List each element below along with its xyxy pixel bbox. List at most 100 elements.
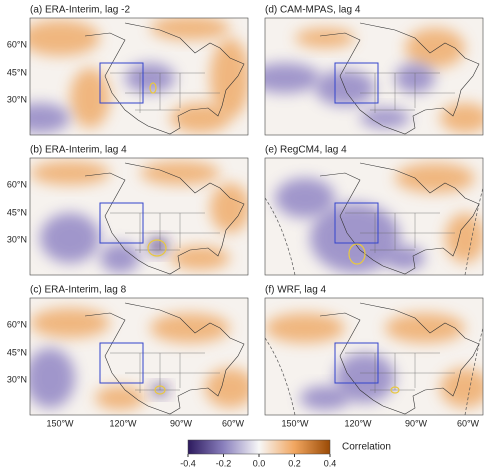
lon-label: 60°W xyxy=(457,418,480,428)
field-blob xyxy=(440,368,483,408)
lat-label: 30°N xyxy=(7,374,27,384)
region-box xyxy=(99,202,144,244)
lon-label: 60°W xyxy=(222,418,245,428)
significance-contour xyxy=(149,82,157,94)
field-blob xyxy=(125,63,175,93)
lon-label: 120°W xyxy=(109,418,137,428)
lon-label: 90°W xyxy=(405,418,428,428)
panel-title: (c) ERA-Interim, lag 8 xyxy=(30,285,127,296)
region-box xyxy=(334,202,379,244)
field-blob xyxy=(265,63,320,93)
domain-edge xyxy=(265,327,483,415)
coastline xyxy=(319,302,480,415)
map-panel xyxy=(29,157,249,276)
coastline xyxy=(84,302,245,415)
borders xyxy=(345,212,455,253)
borders xyxy=(345,352,455,393)
field-blob xyxy=(30,161,110,185)
field-blob xyxy=(170,103,230,133)
colorbar-tick-label: 0.2 xyxy=(288,458,301,468)
map-field xyxy=(30,18,248,135)
region-box xyxy=(99,342,144,384)
lat-label: 30°N xyxy=(7,234,27,244)
field-blob xyxy=(30,348,75,408)
borders xyxy=(345,72,455,113)
field-blob xyxy=(140,161,220,185)
region-box xyxy=(99,62,144,104)
field-blob xyxy=(385,246,425,270)
field-blob xyxy=(300,386,350,410)
field-blob xyxy=(210,183,248,233)
field-blob xyxy=(295,28,355,48)
field-blob xyxy=(30,308,110,338)
domain-edge xyxy=(265,187,483,275)
lat-label: 45°N xyxy=(7,67,27,77)
map-field xyxy=(30,298,248,415)
lon-label: 150°W xyxy=(46,418,74,428)
map-field xyxy=(265,18,483,135)
lat-label: 60°N xyxy=(7,319,27,329)
coastline xyxy=(84,22,245,135)
field-blob xyxy=(95,386,145,410)
field-blob xyxy=(405,28,465,68)
field-blob xyxy=(265,313,345,343)
panel-title: (e) RegCM4, lag 4 xyxy=(265,145,347,156)
field-blob xyxy=(100,243,140,273)
field-blob xyxy=(210,38,248,118)
lat-label: 60°N xyxy=(7,39,27,49)
lat-label: 60°N xyxy=(7,179,27,189)
lon-label: 150°W xyxy=(281,418,309,428)
region-box xyxy=(334,62,379,104)
borders xyxy=(110,212,220,253)
map-panel xyxy=(264,17,484,136)
map-field xyxy=(265,298,483,415)
panel-frame xyxy=(29,17,249,136)
colorbar-tick-label: -0.4 xyxy=(180,458,196,468)
field-blob xyxy=(150,18,230,40)
panel-title: (d) CAM-MPAS, lag 4 xyxy=(265,5,361,16)
map-panel xyxy=(29,297,249,416)
significance-contour xyxy=(147,239,167,257)
panel-frame xyxy=(264,157,484,276)
panel-frame xyxy=(264,297,484,416)
coastline xyxy=(84,162,245,275)
lon-label: 120°W xyxy=(344,418,372,428)
coastline xyxy=(319,162,480,275)
field-blob xyxy=(275,178,335,218)
field-blob xyxy=(395,163,475,193)
map-panel xyxy=(264,157,484,276)
significance-contour xyxy=(390,386,400,394)
lat-label: 30°N xyxy=(7,94,27,104)
significance-contour xyxy=(154,385,166,395)
field-blob xyxy=(30,20,100,56)
borders xyxy=(110,72,220,113)
field-blob xyxy=(40,213,100,263)
panel-frame xyxy=(29,157,249,276)
field-blob xyxy=(360,108,410,128)
lat-label: 45°N xyxy=(7,207,27,217)
colorbar-tick-label: -0.2 xyxy=(216,458,232,468)
lon-label: 90°W xyxy=(170,418,193,428)
panel-title: (a) ERA-Interim, lag -2 xyxy=(30,5,130,16)
colorbar-tick-label: 0.0 xyxy=(253,458,266,468)
colorbar-tick-label: 0.4 xyxy=(324,458,337,468)
map-field xyxy=(30,158,248,275)
map-panel xyxy=(29,17,249,136)
panel-title: (f) WRF, lag 4 xyxy=(265,285,327,296)
map-panel xyxy=(264,297,484,416)
field-blob xyxy=(170,246,230,270)
lat-label: 45°N xyxy=(7,347,27,357)
field-blob xyxy=(205,368,248,408)
field-blob xyxy=(335,353,395,403)
panel-frame xyxy=(29,297,249,416)
field-blob xyxy=(445,213,483,263)
panel-frame xyxy=(264,17,484,136)
colorbar xyxy=(187,439,331,455)
field-blob xyxy=(70,68,110,128)
field-blob xyxy=(440,103,483,133)
region-box xyxy=(334,342,379,384)
coastline xyxy=(319,22,480,135)
borders xyxy=(110,352,220,393)
field-blob xyxy=(30,103,70,133)
